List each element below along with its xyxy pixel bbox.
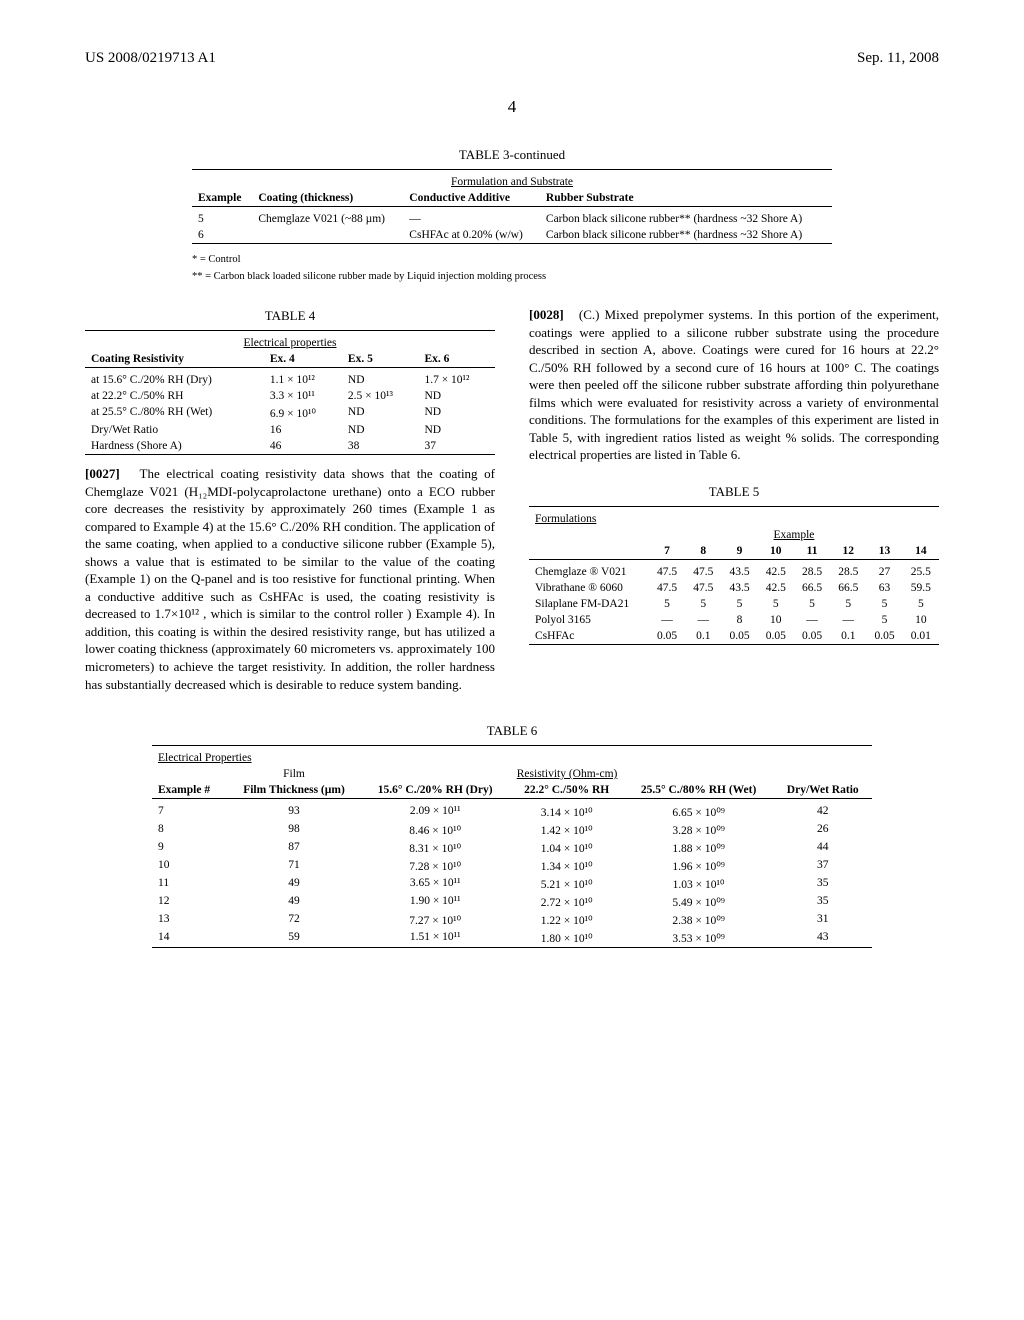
table-4: TABLE 4 Electrical properties Coating Re…	[85, 308, 495, 455]
table-row: 11493.65 × 10¹¹5.21 × 10¹⁰1.03 × 10¹⁰35	[152, 875, 872, 893]
pub-number: US 2008/0219713 A1	[85, 50, 216, 67]
table-row: at 15.6° C./20% RH (Dry)1.1 × 10¹²ND1.7 …	[85, 372, 495, 388]
table-3-continued: TABLE 3-continued Formulation and Substr…	[192, 147, 832, 282]
t3-col-substrate: Rubber Substrate	[540, 190, 832, 207]
table-5: TABLE 5 Formulations Example 7 8 9 10 11…	[529, 484, 939, 645]
table-row: at 22.2° C./50% RH3.3 × 10¹¹2.5 × 10¹³ND	[85, 388, 495, 404]
table-row: 12491.90 × 10¹¹2.72 × 10¹⁰5.49 × 10⁰⁹35	[152, 893, 872, 911]
table3-subtitle: Formulation and Substrate	[192, 174, 832, 190]
table6-inner: Resistivity (Ohm-cm)	[361, 766, 774, 782]
table-row: 14591.51 × 10¹¹1.80 × 10¹⁰3.53 × 10⁰⁹43	[152, 929, 872, 948]
t3-col-additive: Conductive Additive	[403, 190, 540, 207]
page-number: 4	[85, 97, 939, 117]
table5-title: TABLE 5	[529, 484, 939, 500]
table-row: Vibrathane ® 606047.547.543.542.566.566.…	[529, 580, 939, 596]
table-row: 7932.09 × 10¹¹3.14 × 10¹⁰6.65 × 10⁰⁹42	[152, 803, 872, 821]
table6-title: TABLE 6	[152, 723, 872, 739]
page-header: US 2008/0219713 A1 Sep. 11, 2008	[85, 50, 939, 67]
table-row: Hardness (Shore A)463837	[85, 438, 495, 455]
paragraph-0027: [0027] The electrical coating resistivit…	[85, 465, 495, 693]
table3-title: TABLE 3-continued	[192, 147, 832, 163]
table-row: 5 Chemglaze V021 (~88 µm) — Carbon black…	[192, 211, 832, 227]
paragraph-0028: [0028] (C.) Mixed prepolymer systems. In…	[529, 306, 939, 464]
table4-subtitle: Electrical properties	[85, 335, 495, 351]
table-row: 9878.31 × 10¹⁰1.04 × 10¹⁰1.88 × 10⁰⁹44	[152, 839, 872, 857]
table-row: Polyol 3165——810——510	[529, 612, 939, 628]
para-num: [0028]	[529, 307, 564, 322]
t3-col-example: Example	[192, 190, 252, 207]
table-row: Chemglaze ® V02147.547.543.542.528.528.5…	[529, 564, 939, 580]
table-row: 6 CsHFAc at 0.20% (w/w) Carbon black sil…	[192, 227, 832, 244]
table-row: Silaplane FM-DA2155555555	[529, 596, 939, 612]
table6-subtitle: Electrical Properties	[152, 750, 872, 766]
table4-title: TABLE 4	[85, 308, 495, 324]
table5-subtitle: Formulations	[529, 511, 939, 527]
table-row: at 25.5° C./80% RH (Wet)6.9 × 10¹⁰NDND	[85, 404, 495, 422]
table-row: CsHFAc0.050.10.050.050.050.10.050.01	[529, 628, 939, 645]
table3-note2: ** = Carbon black loaded silicone rubber…	[192, 271, 832, 282]
para-num: [0027]	[85, 466, 120, 481]
table-row: 10717.28 × 10¹⁰1.34 × 10¹⁰1.96 × 10⁰⁹37	[152, 857, 872, 875]
table-row: 8988.46 × 10¹⁰1.42 × 10¹⁰3.28 × 10⁰⁹26	[152, 821, 872, 839]
t3-col-coating: Coating (thickness)	[252, 190, 403, 207]
para-text: The electrical coating resistivity data …	[85, 466, 495, 692]
pub-date: Sep. 11, 2008	[857, 50, 939, 67]
table-row: 13727.27 × 10¹⁰1.22 × 10¹⁰2.38 × 10⁰⁹31	[152, 911, 872, 929]
para-text: (C.) Mixed prepolymer systems. In this p…	[529, 307, 939, 462]
table-6: TABLE 6 Electrical Properties FilmResist…	[152, 723, 872, 948]
table-row: Dry/Wet Ratio16NDND	[85, 422, 495, 438]
table5-group: Example	[649, 527, 939, 543]
table3-note1: * = Control	[192, 254, 832, 265]
